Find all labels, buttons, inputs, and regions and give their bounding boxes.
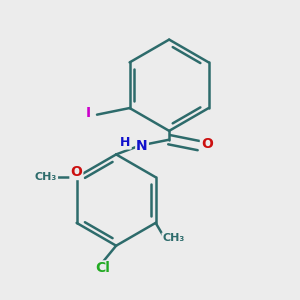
Text: O: O (201, 137, 213, 151)
Text: Cl: Cl (95, 261, 110, 275)
Text: I: I (86, 106, 91, 120)
Text: CH₃: CH₃ (35, 172, 57, 182)
Text: CH₃: CH₃ (162, 233, 185, 243)
Text: N: N (136, 139, 148, 153)
Text: H: H (120, 136, 131, 148)
Text: O: O (70, 165, 82, 179)
